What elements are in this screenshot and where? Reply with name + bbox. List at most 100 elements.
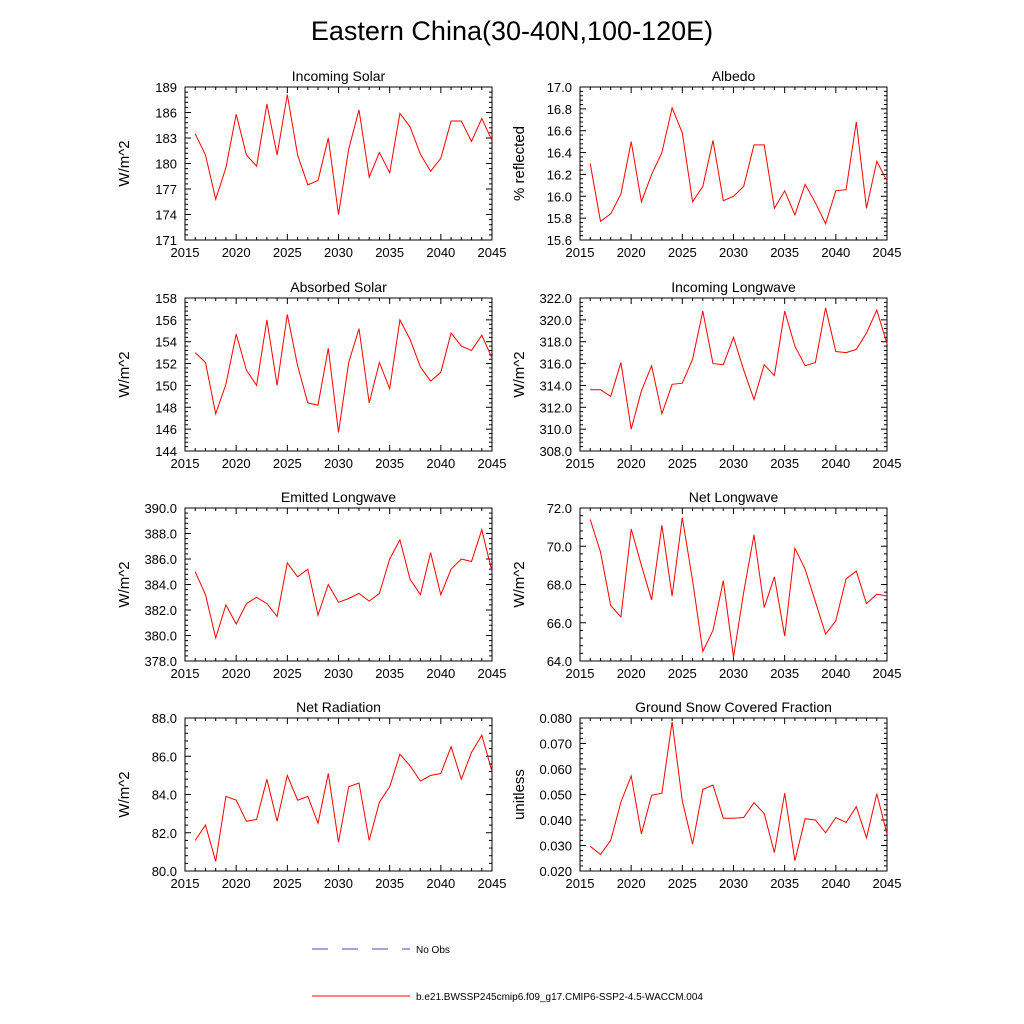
x-tick-label: 2025 bbox=[273, 876, 302, 891]
panel-title: Albedo bbox=[712, 68, 756, 84]
series-line bbox=[194, 527, 493, 640]
y-tick-label: 66.0 bbox=[547, 616, 572, 631]
y-tick-label: 70.0 bbox=[547, 539, 572, 554]
plot-frame bbox=[579, 297, 888, 452]
y-tick-label: 0.050 bbox=[539, 788, 572, 803]
x-tick-label: 2035 bbox=[770, 245, 799, 260]
x-tick-label: 2030 bbox=[719, 876, 748, 891]
x-tick-label: 2045 bbox=[478, 876, 507, 891]
y-tick-label: 72.0 bbox=[547, 501, 572, 516]
x-tick-label: 2045 bbox=[873, 245, 902, 260]
y-tick-label: 156 bbox=[155, 313, 177, 328]
y-tick-label: 16.4 bbox=[547, 146, 572, 161]
y-tick-label: 84.0 bbox=[152, 788, 177, 803]
y-tick-label: 320.0 bbox=[539, 313, 572, 328]
y-tick-label: 154 bbox=[155, 335, 177, 350]
plot-frame bbox=[184, 297, 493, 452]
y-tick-label: 0.030 bbox=[539, 839, 572, 854]
panel-title: Net Radiation bbox=[296, 699, 381, 715]
x-tick-label: 2035 bbox=[375, 456, 404, 471]
y-axis-label: W/m^2 bbox=[116, 351, 133, 397]
y-tick-label: 16.8 bbox=[547, 102, 572, 117]
y-axis-label: W/m^2 bbox=[511, 351, 528, 397]
y-tick-label: 180 bbox=[155, 157, 177, 172]
y-tick-label: 384.0 bbox=[144, 578, 177, 593]
series-line bbox=[194, 314, 493, 433]
x-tick-label: 2015 bbox=[171, 876, 200, 891]
y-tick-label: 390.0 bbox=[144, 501, 177, 516]
y-tick-label: 16.2 bbox=[547, 167, 572, 182]
y-tick-label: 312.0 bbox=[539, 400, 572, 415]
y-tick-label: 16.6 bbox=[547, 124, 572, 139]
x-tick-label: 2015 bbox=[171, 666, 200, 681]
y-tick-label: 86.0 bbox=[152, 749, 177, 764]
panel-absorbed-solar: Absorbed Solar W/m^2 2015 2020 2025 2030 2035 2… bbox=[116, 279, 506, 471]
y-tick-label: 174 bbox=[155, 208, 177, 223]
y-tick-label: 310.0 bbox=[539, 422, 572, 437]
x-tick-label: 2045 bbox=[873, 666, 902, 681]
x-tick-label: 2045 bbox=[478, 245, 507, 260]
series-line bbox=[589, 517, 888, 658]
y-tick-label: 68.0 bbox=[547, 578, 572, 593]
x-tick-label: 2045 bbox=[873, 456, 902, 471]
y-axis-label: % reflected bbox=[511, 126, 528, 201]
y-tick-label: 152 bbox=[155, 357, 177, 372]
x-tick-label: 2030 bbox=[719, 456, 748, 471]
y-tick-label: 0.080 bbox=[539, 711, 572, 726]
y-tick-label: 0.060 bbox=[539, 762, 572, 777]
y-tick-label: 177 bbox=[155, 182, 177, 197]
y-tick-label: 88.0 bbox=[152, 711, 177, 726]
y-tick-label: 15.6 bbox=[547, 233, 572, 248]
x-tick-label: 2020 bbox=[222, 666, 251, 681]
legend-no-obs-label: No Obs bbox=[416, 945, 450, 956]
x-tick-label: 2030 bbox=[324, 876, 353, 891]
x-tick-label: 2030 bbox=[324, 666, 353, 681]
panel-albedo: Albedo % reflected 2015 2020 2025 2030 2035 204… bbox=[511, 68, 901, 260]
panel-title: Incoming Longwave bbox=[671, 279, 796, 295]
y-tick-label: 322.0 bbox=[539, 291, 572, 306]
y-tick-label: 183 bbox=[155, 131, 177, 146]
x-tick-label: 2015 bbox=[566, 456, 595, 471]
series-line bbox=[589, 721, 888, 861]
x-tick-label: 2020 bbox=[222, 245, 251, 260]
x-tick-label: 2020 bbox=[617, 876, 646, 891]
x-tick-label: 2040 bbox=[821, 666, 850, 681]
panel-title: Emitted Longwave bbox=[281, 489, 396, 505]
x-tick-label: 2040 bbox=[426, 245, 455, 260]
panel-incoming-solar: Incoming Solar W/m^2 2015 2020 2025 2030 2035 2… bbox=[116, 68, 506, 260]
series-line bbox=[194, 733, 493, 862]
y-tick-label: 0.070 bbox=[539, 737, 572, 752]
y-tick-label: 189 bbox=[155, 80, 177, 95]
x-tick-label: 2025 bbox=[273, 666, 302, 681]
y-tick-label: 386.0 bbox=[144, 552, 177, 567]
y-tick-label: 378.0 bbox=[144, 654, 177, 669]
y-tick-label: 64.0 bbox=[547, 654, 572, 669]
y-tick-label: 148 bbox=[155, 400, 177, 415]
y-axis-label: unitless bbox=[511, 769, 528, 820]
y-tick-label: 15.8 bbox=[547, 211, 572, 226]
panel-net-radiation: Net Radiation W/m^2 2015 2020 2025 2030 2035 20… bbox=[116, 699, 506, 891]
y-tick-label: 186 bbox=[155, 106, 177, 121]
x-tick-label: 2020 bbox=[617, 666, 646, 681]
x-tick-label: 2015 bbox=[171, 245, 200, 260]
panel-ground-snow-covered-fraction: Ground Snow Covered Fraction unitless 2015… bbox=[511, 699, 901, 891]
y-tick-label: 17.0 bbox=[547, 80, 572, 95]
x-tick-label: 2045 bbox=[478, 456, 507, 471]
x-tick-label: 2025 bbox=[668, 456, 697, 471]
y-tick-label: 146 bbox=[155, 422, 177, 437]
y-tick-label: 144 bbox=[155, 444, 177, 459]
plot-frame bbox=[184, 86, 493, 241]
plot-frame bbox=[184, 507, 493, 662]
plot-frame bbox=[579, 507, 888, 662]
y-tick-label: 16.0 bbox=[547, 189, 572, 204]
x-tick-label: 2030 bbox=[719, 245, 748, 260]
y-axis-label: W/m^2 bbox=[116, 561, 133, 607]
series-line bbox=[589, 106, 888, 225]
x-tick-label: 2045 bbox=[873, 876, 902, 891]
y-tick-label: 82.0 bbox=[152, 826, 177, 841]
y-axis-label: W/m^2 bbox=[116, 771, 133, 817]
series-line bbox=[194, 94, 493, 215]
y-tick-label: 0.040 bbox=[539, 813, 572, 828]
y-tick-label: 318.0 bbox=[539, 335, 572, 350]
